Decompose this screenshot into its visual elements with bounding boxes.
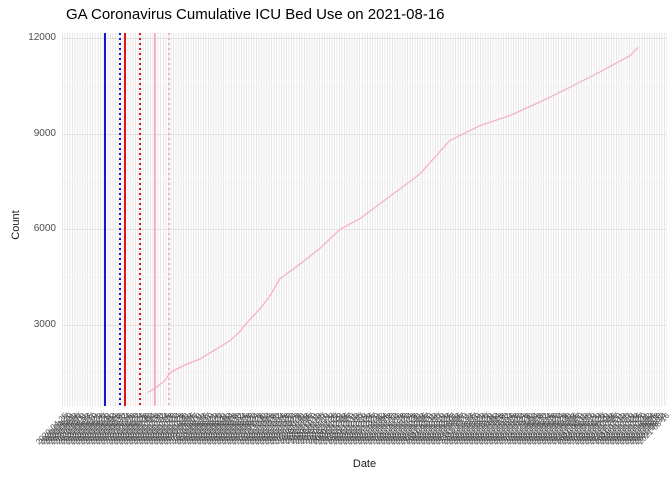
y-tick-label-6000: 6000 bbox=[33, 223, 56, 235]
y-tick-label-3000: 3000 bbox=[33, 318, 56, 330]
x-axis-title: Date bbox=[352, 458, 377, 470]
gridline-major-3000 bbox=[62, 324, 667, 326]
gridline-minor-7500 bbox=[62, 181, 667, 183]
y-tick-label-9000: 9000 bbox=[33, 127, 56, 139]
gridline-major-12000 bbox=[62, 38, 667, 40]
event-line-red-solid bbox=[123, 33, 126, 406]
event-line-blue-solid bbox=[104, 33, 107, 406]
event-line-pink-solid bbox=[154, 33, 156, 406]
gridline-minor-10500 bbox=[62, 86, 667, 88]
y-tick-label-12000: 12000 bbox=[28, 32, 56, 44]
gridline-major-6000 bbox=[62, 229, 667, 231]
icu-cumulative-line-chart bbox=[147, 46, 639, 393]
gridline-major-9000 bbox=[62, 133, 667, 135]
gridline-minor-4500 bbox=[62, 276, 667, 278]
plot-panel bbox=[62, 33, 667, 406]
event-line-pink-dotted bbox=[167, 33, 170, 406]
series-cumulative-icu-bed-use bbox=[147, 46, 639, 393]
chart-title: GA Coronavirus Cumulative ICU Bed Use on… bbox=[66, 6, 445, 23]
y-axis-title: Count bbox=[10, 210, 22, 240]
event-line-blue-dotted bbox=[118, 33, 121, 406]
gridline-minor-1500 bbox=[62, 372, 667, 374]
event-line-red-dotted bbox=[139, 33, 142, 406]
